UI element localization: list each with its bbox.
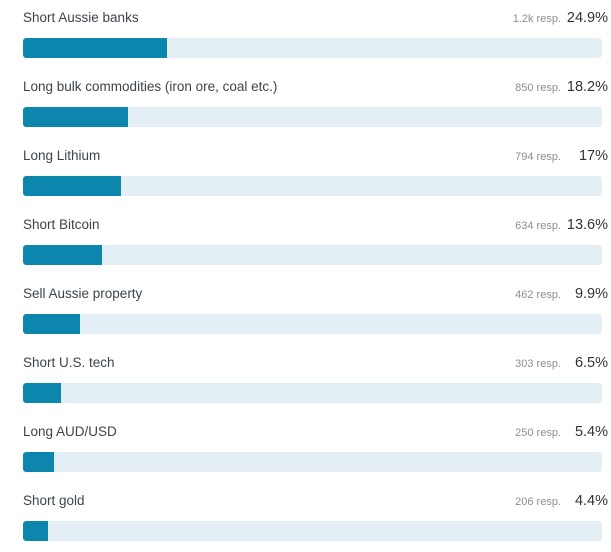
option-percentage: 18.2% xyxy=(566,79,608,95)
row-header: Short Bitcoin 634 resp. 13.6% xyxy=(23,216,608,233)
row-values: 794 resp. 17% xyxy=(515,148,608,166)
row-header: Short gold 206 resp. 4.4% xyxy=(23,492,608,509)
respondent-count: 462 resp. xyxy=(515,289,561,301)
bar-track xyxy=(23,38,602,58)
bar-track xyxy=(23,521,602,541)
poll-option-row: Long Lithium 794 resp. 17% xyxy=(23,138,608,207)
option-label: Sell Aussie property xyxy=(23,286,143,301)
respondent-count: 794 resp. xyxy=(515,151,561,163)
row-header: Long bulk commodities (iron ore, coal et… xyxy=(23,78,608,95)
bar-fill xyxy=(23,383,61,403)
option-percentage: 17% xyxy=(578,148,608,164)
row-header: Short Aussie banks 1.2k resp. 24.9% xyxy=(23,9,608,26)
option-label: Short U.S. tech xyxy=(23,355,115,370)
bar-fill xyxy=(23,245,102,265)
bar-track xyxy=(23,314,602,334)
bar-fill xyxy=(23,38,168,58)
option-percentage: 24.9% xyxy=(566,10,608,26)
bar-fill xyxy=(23,107,129,127)
poll-option-row: Sell Aussie property 462 resp. 9.9% xyxy=(23,276,608,345)
row-header: Short U.S. tech 303 resp. 6.5% xyxy=(23,354,608,371)
row-values: 1.2k resp. 24.9% xyxy=(513,10,608,28)
poll-option-row: Long bulk commodities (iron ore, coal et… xyxy=(23,69,608,138)
row-header: Long Lithium 794 resp. 17% xyxy=(23,147,608,164)
respondent-count: 250 resp. xyxy=(515,427,561,439)
row-values: 206 resp. 4.4% xyxy=(515,493,608,511)
option-label: Long Lithium xyxy=(23,148,101,163)
row-values: 634 resp. 13.6% xyxy=(515,217,608,235)
poll-option-row: Short gold 206 resp. 4.4% xyxy=(23,483,608,552)
row-values: 250 resp. 5.4% xyxy=(515,424,608,442)
bar-fill xyxy=(23,176,122,196)
option-percentage: 9.9% xyxy=(574,286,608,302)
bar-track xyxy=(23,176,602,196)
poll-option-row: Long AUD/USD 250 resp. 5.4% xyxy=(23,414,608,483)
bar-track xyxy=(23,452,602,472)
row-header: Sell Aussie property 462 resp. 9.9% xyxy=(23,285,608,302)
option-label: Short Aussie banks xyxy=(23,10,139,25)
respondent-count: 1.2k resp. xyxy=(512,13,561,25)
bar-track xyxy=(23,383,602,403)
option-label: Long bulk commodities (iron ore, coal et… xyxy=(23,79,278,94)
respondent-count: 850 resp. xyxy=(515,82,561,94)
poll-option-row: Short Bitcoin 634 resp. 13.6% xyxy=(23,207,608,276)
option-percentage: 6.5% xyxy=(574,355,608,371)
option-percentage: 13.6% xyxy=(566,217,608,233)
respondent-count: 634 resp. xyxy=(515,220,561,232)
bar-fill xyxy=(23,452,55,472)
option-label: Short gold xyxy=(23,493,85,508)
option-label: Long AUD/USD xyxy=(23,424,117,439)
option-percentage: 5.4% xyxy=(574,424,608,440)
row-values: 850 resp. 18.2% xyxy=(515,79,608,97)
bar-track xyxy=(23,245,602,265)
bar-fill xyxy=(23,314,81,334)
option-percentage: 4.4% xyxy=(574,493,608,509)
option-label: Short Bitcoin xyxy=(23,217,100,232)
poll-option-row: Short U.S. tech 303 resp. 6.5% xyxy=(23,345,608,414)
respondent-count: 206 resp. xyxy=(515,496,561,508)
poll-option-row: Short Aussie banks 1.2k resp. 24.9% xyxy=(23,0,608,69)
bar-fill xyxy=(23,521,49,541)
row-values: 462 resp. 9.9% xyxy=(515,286,608,304)
respondent-count: 303 resp. xyxy=(515,358,561,370)
row-header: Long AUD/USD 250 resp. 5.4% xyxy=(23,423,608,440)
row-values: 303 resp. 6.5% xyxy=(515,355,608,373)
bar-track xyxy=(23,107,602,127)
